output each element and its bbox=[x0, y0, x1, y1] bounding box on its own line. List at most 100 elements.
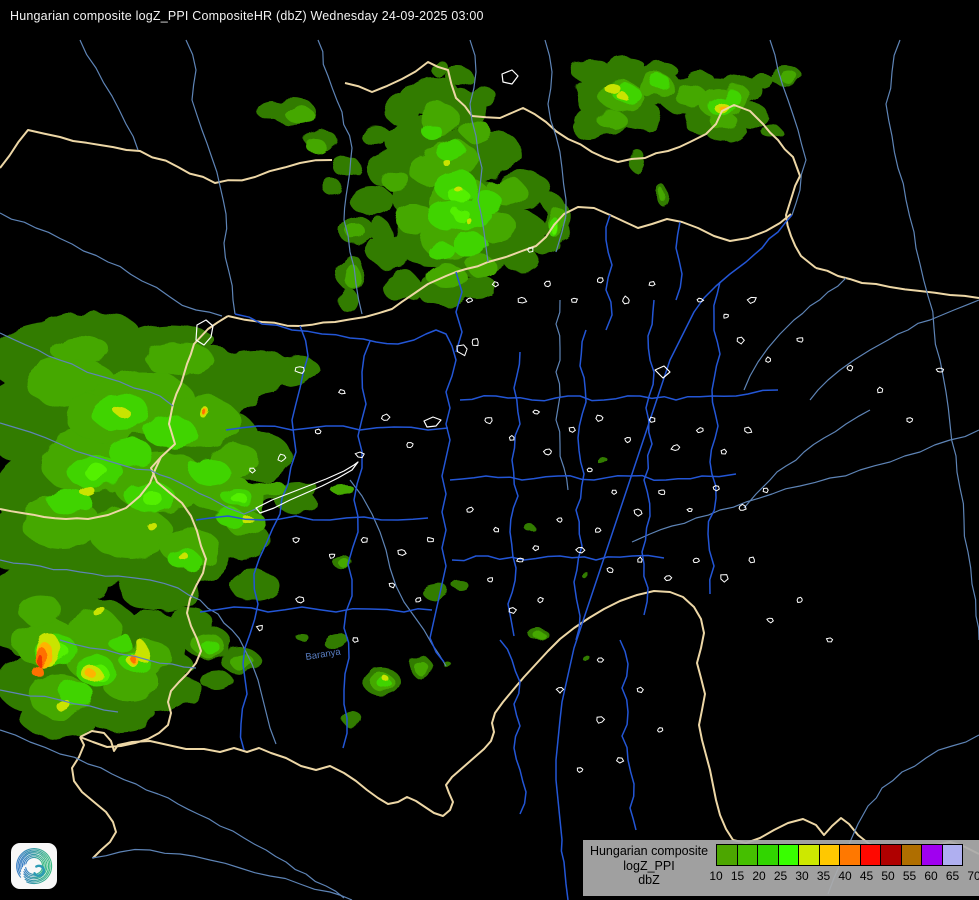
settlement-outline bbox=[360, 536, 368, 544]
legend-swatch bbox=[777, 844, 799, 866]
legend-color-scale bbox=[716, 844, 963, 866]
settlement-outline bbox=[542, 448, 552, 456]
legend-swatch bbox=[941, 844, 963, 866]
settlement-outline bbox=[596, 657, 605, 663]
settlement-outline bbox=[354, 451, 365, 459]
settlement-outline bbox=[255, 624, 263, 632]
settlement-outline bbox=[765, 356, 772, 363]
legend-tick: 65 bbox=[945, 869, 960, 883]
settlement-outline bbox=[633, 508, 643, 517]
settlement-outline bbox=[637, 556, 643, 563]
settlement-outline bbox=[543, 280, 551, 288]
settlement-outline bbox=[380, 413, 391, 421]
settlement-outline bbox=[695, 427, 704, 434]
settlement-outline bbox=[576, 767, 584, 773]
legend-swatch bbox=[900, 844, 922, 866]
settlement-outline bbox=[337, 389, 346, 395]
settlement-outline bbox=[491, 281, 500, 288]
settlement-outline bbox=[555, 686, 565, 694]
settlement-outline bbox=[406, 442, 414, 449]
settlement-outline bbox=[596, 716, 606, 724]
county-borders-layer bbox=[195, 214, 793, 900]
settlement-outline bbox=[648, 281, 656, 287]
map-title: Hungarian composite logZ_PPI CompositeHR… bbox=[10, 9, 484, 23]
settlement-outline bbox=[712, 485, 720, 492]
legend-product-type: logZ_PPI bbox=[623, 858, 675, 873]
legend-panel: Hungarian composite logZ_PPI dbZ 10 15 20 2… bbox=[583, 840, 979, 896]
legend-swatch bbox=[716, 844, 738, 866]
settlement-outline bbox=[762, 487, 769, 494]
settlement-outline bbox=[456, 344, 468, 357]
settlement-outline bbox=[537, 596, 544, 604]
settlement-outline bbox=[570, 297, 579, 303]
settlement-outline bbox=[568, 426, 576, 433]
lake-outline bbox=[255, 461, 359, 514]
settlement-outline bbox=[294, 366, 305, 374]
settlement-outline bbox=[696, 297, 705, 303]
settlement-outline bbox=[397, 549, 407, 557]
settlement-outline bbox=[846, 364, 854, 372]
legend-tick: 30 bbox=[795, 869, 809, 883]
settlement-outline bbox=[825, 637, 834, 643]
settlement-outline bbox=[935, 367, 945, 373]
settlement-outline bbox=[744, 426, 753, 434]
settlement-outline bbox=[465, 297, 474, 304]
legend-swatch bbox=[736, 844, 758, 866]
legend-swatch bbox=[757, 844, 779, 866]
settlement-outline bbox=[532, 409, 541, 415]
settlement-outline bbox=[471, 338, 479, 347]
legend-tick: 55 bbox=[902, 869, 917, 883]
settlement-outline bbox=[670, 444, 681, 452]
settlement-outline bbox=[508, 607, 518, 614]
settlements-layer bbox=[249, 247, 945, 773]
settlement-outline bbox=[527, 247, 534, 253]
settlement-outline bbox=[388, 582, 396, 589]
settlement-outline bbox=[532, 545, 539, 552]
legend-tick: 25 bbox=[773, 869, 788, 883]
settlement-outline bbox=[426, 536, 435, 543]
country-borders-layer bbox=[0, 61, 979, 859]
settlement-outline bbox=[415, 597, 422, 603]
settlement-outline bbox=[595, 414, 604, 422]
legend-tick: 60 bbox=[924, 869, 938, 883]
settlement-outline bbox=[249, 467, 256, 474]
settlement-outline bbox=[736, 336, 745, 345]
settlement-outline bbox=[596, 277, 604, 284]
settlement-outline bbox=[508, 434, 515, 441]
settlement-outline bbox=[292, 537, 300, 544]
settlement-outline bbox=[517, 296, 528, 304]
radar-echo-layer bbox=[0, 56, 802, 738]
legend-tick: 70 bbox=[967, 869, 979, 883]
settlement-outline bbox=[748, 556, 755, 564]
settlement-outline bbox=[575, 546, 586, 554]
settlement-outline bbox=[611, 489, 618, 496]
legend-unit: dbZ bbox=[638, 873, 660, 887]
settlement-outline bbox=[615, 757, 625, 764]
settlement-outline bbox=[738, 503, 747, 511]
legend-tick: 15 bbox=[730, 869, 745, 883]
settlement-outline bbox=[295, 596, 305, 604]
lake-outline bbox=[423, 416, 442, 428]
settlement-outline bbox=[906, 417, 914, 424]
legend-swatch bbox=[880, 844, 902, 866]
settlement-outline bbox=[720, 448, 728, 455]
settlement-outline bbox=[692, 557, 701, 564]
settlement-outline bbox=[657, 727, 664, 733]
legend-tick: 10 bbox=[709, 869, 723, 883]
settlement-outline bbox=[594, 527, 602, 533]
lakes-layer bbox=[195, 69, 671, 514]
legend-swatch bbox=[839, 844, 861, 866]
legend-swatch bbox=[798, 844, 820, 866]
legend-title-block: Hungarian composite logZ_PPI dbZ bbox=[583, 844, 715, 888]
settlement-outline bbox=[636, 686, 644, 694]
legend-swatch bbox=[818, 844, 840, 866]
lake-outline bbox=[501, 69, 519, 85]
legend-swatch bbox=[859, 844, 881, 866]
settlement-outline bbox=[624, 436, 632, 444]
settlement-outline bbox=[686, 507, 693, 513]
rivers-layer bbox=[0, 39, 979, 900]
settlement-outline bbox=[352, 637, 359, 643]
settlement-outline bbox=[766, 617, 774, 624]
